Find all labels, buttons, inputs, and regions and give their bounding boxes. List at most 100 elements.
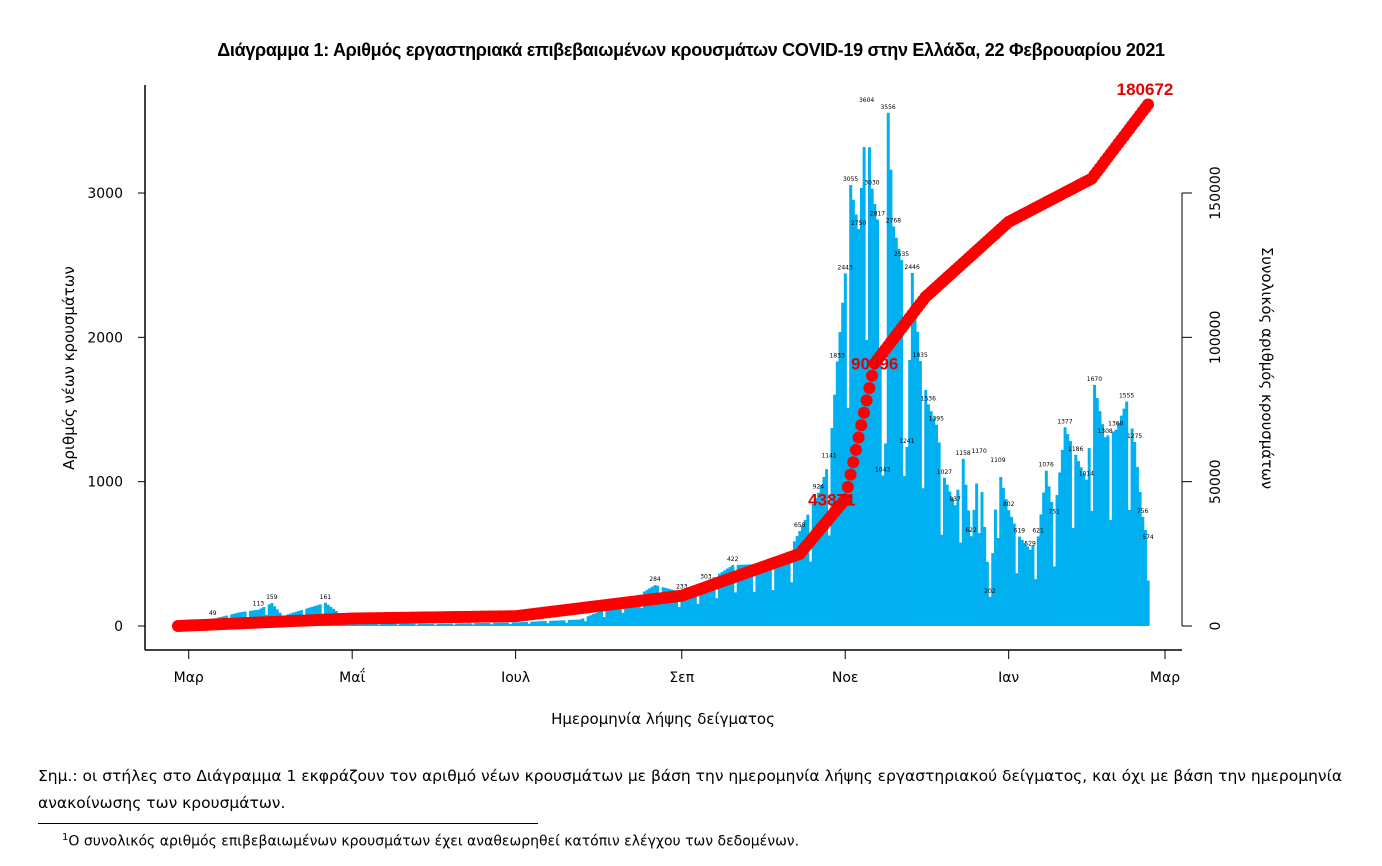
bar (819, 484, 823, 626)
bar (1114, 429, 1118, 626)
bar (977, 533, 981, 626)
bar (747, 564, 751, 626)
bar (439, 623, 443, 626)
bar-value-label: 2446 (905, 264, 920, 271)
bar-value-label: 3030 (864, 180, 879, 187)
cumulative-annotation: 43871 (808, 490, 855, 509)
bar (1127, 509, 1131, 626)
bar (851, 199, 855, 627)
bar-value-label: 1555 (1119, 393, 1134, 400)
bar (559, 620, 563, 626)
bar (1052, 566, 1056, 626)
bar (910, 272, 914, 626)
bar (382, 623, 386, 626)
bar (508, 624, 512, 626)
bar (415, 624, 419, 626)
bar (723, 570, 727, 626)
bar (859, 188, 863, 626)
x-tick-label: Νοε (832, 670, 859, 686)
bar-value-label: 3604 (859, 97, 874, 104)
y-axis-title: Αριθμός νέων κρουσμάτων (60, 266, 78, 470)
bar-value-label: 1170 (972, 448, 987, 455)
bar (758, 564, 762, 626)
bar (720, 571, 724, 626)
bar (1028, 549, 1032, 626)
bar (948, 491, 952, 626)
x-tick-label: Μαρ (174, 670, 204, 686)
bar (361, 623, 365, 626)
bar (549, 620, 553, 626)
bar (951, 498, 955, 626)
bar (388, 623, 392, 626)
bar (870, 188, 874, 627)
bar (460, 623, 464, 626)
bar (516, 622, 520, 626)
bar (846, 407, 850, 626)
bar-value-label: 529 (1024, 541, 1036, 548)
bar (602, 617, 606, 626)
y2-tick-label: 0 (1208, 622, 1224, 631)
bar (1076, 461, 1080, 626)
bar (640, 607, 644, 626)
bar (608, 607, 612, 626)
bar (771, 590, 775, 626)
bar (969, 536, 973, 626)
x-tick-label: Ιουλ (501, 670, 530, 686)
bar (664, 587, 668, 626)
bar (817, 492, 821, 626)
bar-value-label: 1141 (821, 452, 836, 459)
bar-value-label: 1275 (1127, 433, 1142, 440)
bar (1015, 573, 1019, 626)
bar (715, 598, 719, 626)
bar (731, 565, 735, 626)
bar-value-label: 1670 (1087, 376, 1102, 383)
bar (696, 603, 700, 626)
bar (900, 260, 904, 626)
bar (784, 556, 788, 626)
bar (1146, 580, 1150, 626)
y-tick-label: 2000 (87, 330, 123, 346)
cumulative-annotation: 180672 (1117, 80, 1174, 99)
bar-value-label: 1241 (899, 438, 914, 445)
cumulative-point (866, 369, 879, 382)
bar (835, 361, 839, 626)
bar (985, 561, 989, 626)
bar (441, 623, 445, 626)
bar (683, 591, 687, 626)
bar (1034, 579, 1038, 626)
bar (624, 600, 628, 626)
bar (841, 302, 845, 626)
bar (468, 623, 472, 626)
bar (484, 622, 488, 626)
bar (425, 623, 429, 626)
bar (557, 620, 561, 626)
bar (372, 623, 376, 626)
bar (669, 589, 673, 626)
bar-value-label: 1186 (1068, 446, 1083, 453)
bar (894, 237, 898, 626)
bar (393, 623, 397, 626)
cumulative-point (863, 382, 876, 395)
bar (838, 332, 842, 626)
bar-value-label: 622 (965, 527, 977, 534)
x-tick-label: Μαρ (1150, 670, 1180, 686)
bar (699, 584, 703, 626)
bar (768, 561, 772, 626)
bar (594, 612, 598, 626)
bar (1060, 449, 1064, 626)
cumulative-point (849, 443, 862, 456)
bar (1130, 428, 1134, 626)
bar-value-label: 113 (253, 601, 265, 608)
bar (926, 404, 930, 626)
bar (680, 592, 684, 626)
y-tick-label: 1000 (87, 475, 123, 491)
bar (886, 112, 890, 626)
bar (525, 621, 528, 626)
cumulative-point (860, 394, 873, 407)
bar (1074, 454, 1078, 626)
bar (1087, 448, 1091, 626)
bar (897, 248, 901, 626)
bar (763, 563, 767, 626)
bar (570, 619, 574, 626)
bar (629, 598, 633, 626)
